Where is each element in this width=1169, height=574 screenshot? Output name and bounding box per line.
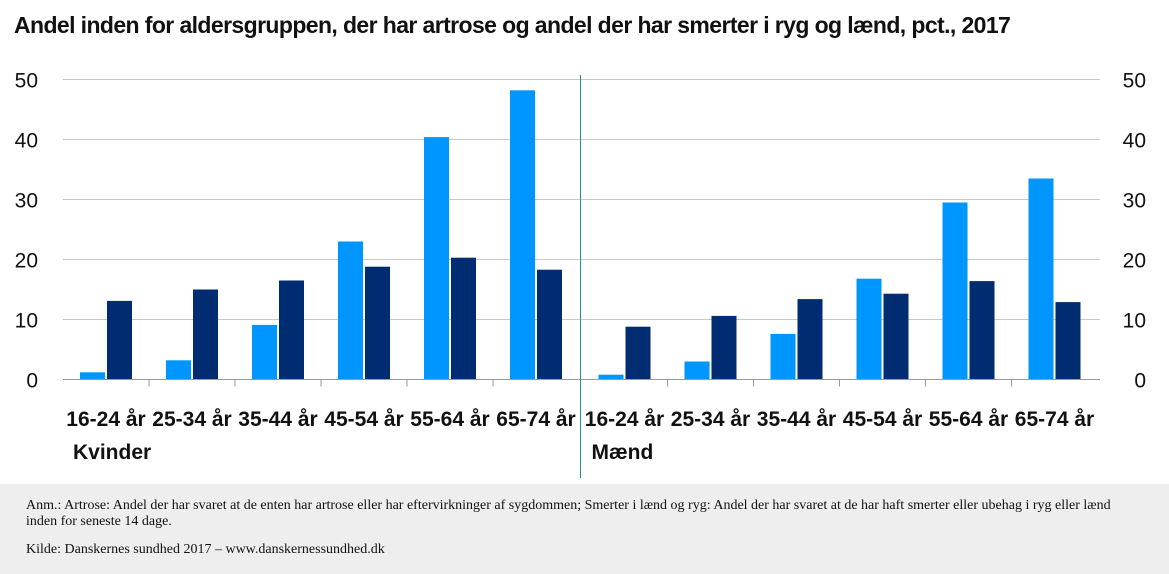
bar [969, 281, 995, 380]
bar [942, 202, 968, 380]
bar [711, 315, 737, 380]
x-category-label: 55-64 år [410, 408, 489, 431]
y-tick-label-right: 20 [1123, 250, 1146, 273]
bar [451, 257, 476, 380]
x-category-label: 65-74 år [1015, 408, 1094, 431]
y-tick-label-left: 50 [15, 70, 38, 93]
bar [537, 269, 562, 380]
x-category-label: 35-44 år [238, 408, 317, 431]
bar [1028, 178, 1054, 380]
y-tick-label-right: 40 [1123, 130, 1146, 153]
y-tick-label-right: 0 [1134, 370, 1146, 393]
x-category-label: 55-64 år [929, 408, 1008, 431]
bar [80, 372, 105, 380]
y-tick-label-left: 0 [26, 370, 38, 393]
bar-chart: 0 0 10 10 20 20 30 30 40 40 50 50 16-24 år 25-34 år 35… [15, 70, 1146, 478]
y-tick-label-left: 40 [15, 130, 38, 153]
x-category-label: 45-54 år [324, 408, 403, 431]
x-category-label: 16-24 år [585, 408, 664, 431]
bar [510, 90, 535, 380]
bar [193, 289, 218, 380]
y-tick-label-right: 50 [1123, 70, 1146, 93]
x-category-label: 65-74 år [496, 408, 575, 431]
bar [338, 241, 363, 380]
bar [424, 137, 449, 380]
group-label: Kvinder [73, 441, 151, 464]
bar [365, 266, 390, 380]
bar [883, 293, 909, 380]
bar [598, 374, 624, 380]
bar [684, 361, 710, 380]
bar [166, 360, 191, 380]
gridlines [63, 79, 1100, 320]
y-tick-label-left: 10 [15, 310, 38, 333]
chart-title: Andel inden for aldersgruppen, der har a… [14, 12, 1011, 38]
bar [279, 280, 304, 380]
bar [625, 326, 651, 380]
y-tick-label-right: 10 [1123, 310, 1146, 333]
bar [856, 278, 882, 380]
axes [63, 75, 1100, 478]
y-tick-label-left: 20 [15, 250, 38, 273]
y-tick-label-right: 30 [1123, 190, 1146, 213]
bar [107, 300, 132, 380]
labels: 0 0 10 10 20 20 30 30 40 40 50 50 16-24 år 25-34 år 35… [15, 70, 1146, 465]
x-category-label: 16-24 år [66, 408, 145, 431]
x-category-label: 45-54 år [843, 408, 922, 431]
y-tick-label-left: 30 [15, 190, 38, 213]
bars [80, 90, 1081, 380]
x-category-label: 25-34 år [671, 408, 750, 431]
bar [1055, 302, 1081, 380]
bar [770, 333, 796, 380]
x-category-label: 25-34 år [152, 408, 231, 431]
bar [252, 324, 277, 380]
group-label: Mænd [592, 441, 654, 464]
x-category-label: 35-44 år [757, 408, 836, 431]
annotation-note: Anm.: Artrose: Andel der har svaret at d… [26, 498, 1111, 529]
bar [797, 299, 823, 380]
notes-panel: Anm.: Artrose: Andel der har svaret at d… [0, 484, 1169, 574]
source-note: Kilde: Danskernes sundhed 2017 – www.dan… [26, 542, 385, 557]
